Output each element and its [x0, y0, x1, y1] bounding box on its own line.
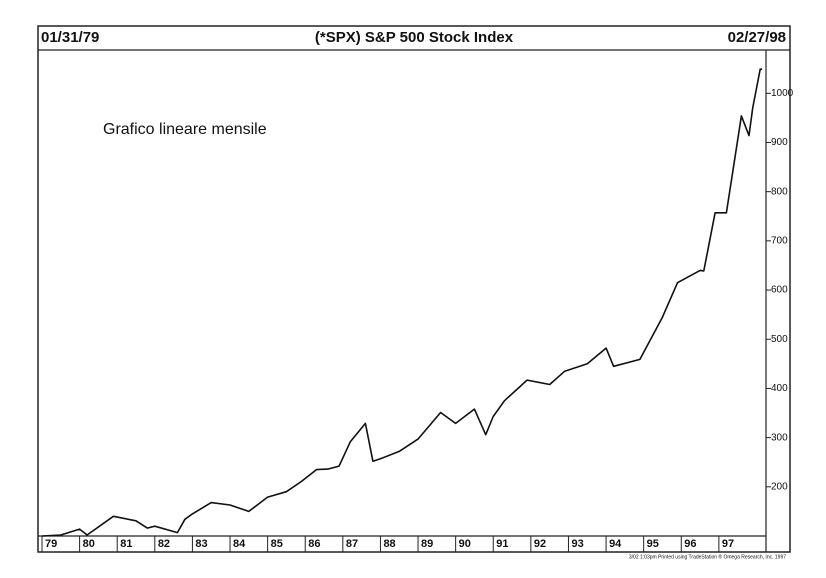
chart-title: (*SPX) S&P 500 Stock Index [315, 29, 514, 46]
x-tick-label: 95 [647, 538, 659, 550]
x-tick-label: 84 [233, 538, 246, 550]
x-tick-label: 97 [722, 538, 734, 550]
x-tick-label: 79 [45, 538, 57, 550]
x-tick-label: 91 [496, 538, 508, 550]
y-tick-label: 900 [771, 137, 788, 148]
x-tick-label: 83 [195, 538, 207, 550]
x-tick-label: 81 [120, 538, 132, 550]
x-tick-label: 94 [609, 538, 622, 550]
y-tick-label: 700 [771, 235, 788, 246]
y-tick-label: 1000 [771, 88, 794, 99]
y-tick-label: 400 [771, 383, 788, 394]
x-tick-label: 88 [383, 538, 395, 550]
y-tick-label: 600 [771, 285, 788, 296]
x-tick-label: 87 [346, 538, 358, 550]
x-tick-label: 80 [83, 538, 95, 550]
x-tick-label: 96 [684, 538, 696, 550]
x-tick-label: 92 [534, 538, 546, 550]
x-tick-label: 85 [271, 538, 283, 550]
x-tick-label: 86 [308, 538, 320, 550]
y-tick-label: 800 [771, 186, 788, 197]
footer: 3/02 1:03pm Printed using TradeStation ®… [629, 553, 786, 560]
y-tick-label: 300 [771, 432, 788, 443]
frame [37, 25, 791, 553]
y-tick-label: 200 [771, 481, 788, 492]
x-tick-label: 93 [571, 538, 583, 550]
end-date: 02/27/98 [728, 29, 786, 46]
price-line [41, 68, 763, 537]
y-tick-label: 500 [771, 334, 788, 345]
x-tick-label: 90 [459, 538, 471, 550]
start-date: 01/31/79 [41, 29, 99, 46]
annotation: Grafico lineare mensile [103, 121, 267, 138]
x-tick-label: 89 [421, 538, 433, 550]
x-tick-label: 82 [158, 538, 170, 550]
